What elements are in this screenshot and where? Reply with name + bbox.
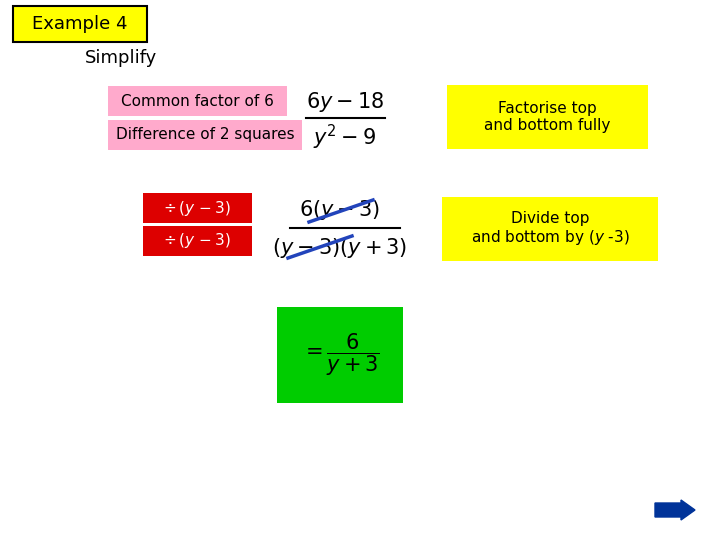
Text: Common factor of 6: Common factor of 6 <box>121 93 274 109</box>
FancyBboxPatch shape <box>13 6 147 42</box>
Text: $6\mathit{y}-18$: $6\mathit{y}-18$ <box>306 90 384 114</box>
Text: $\div\,(\mathit{y}\,-3)$: $\div\,(\mathit{y}\,-3)$ <box>163 232 231 251</box>
FancyArrow shape <box>655 500 695 520</box>
Text: Difference of 2 squares: Difference of 2 squares <box>116 127 294 143</box>
Text: Example 4: Example 4 <box>32 15 127 33</box>
Text: $6(\mathit{y}-3)$: $6(\mathit{y}-3)$ <box>300 198 381 222</box>
Text: $\div\,(\mathit{y}\,-3)$: $\div\,(\mathit{y}\,-3)$ <box>163 199 231 218</box>
FancyBboxPatch shape <box>277 307 403 403</box>
FancyBboxPatch shape <box>108 86 287 116</box>
Text: Simplify: Simplify <box>85 49 157 67</box>
FancyBboxPatch shape <box>442 197 658 261</box>
Text: Divide top
and bottom by ($\mathit{y}$ -3): Divide top and bottom by ($\mathit{y}$ -… <box>471 211 629 247</box>
Text: Factorise top
and bottom fully: Factorise top and bottom fully <box>484 101 610 133</box>
Text: $\mathit{y}^2-9$: $\mathit{y}^2-9$ <box>313 123 377 152</box>
Text: $=\dfrac{6}{\mathit{y}+3}$: $=\dfrac{6}{\mathit{y}+3}$ <box>300 332 379 378</box>
FancyBboxPatch shape <box>447 85 648 149</box>
FancyBboxPatch shape <box>143 226 252 256</box>
FancyBboxPatch shape <box>143 193 252 223</box>
FancyBboxPatch shape <box>108 120 302 150</box>
Text: $(\mathit{y}-3)(\mathit{y}+3)$: $(\mathit{y}-3)(\mathit{y}+3)$ <box>272 236 408 260</box>
